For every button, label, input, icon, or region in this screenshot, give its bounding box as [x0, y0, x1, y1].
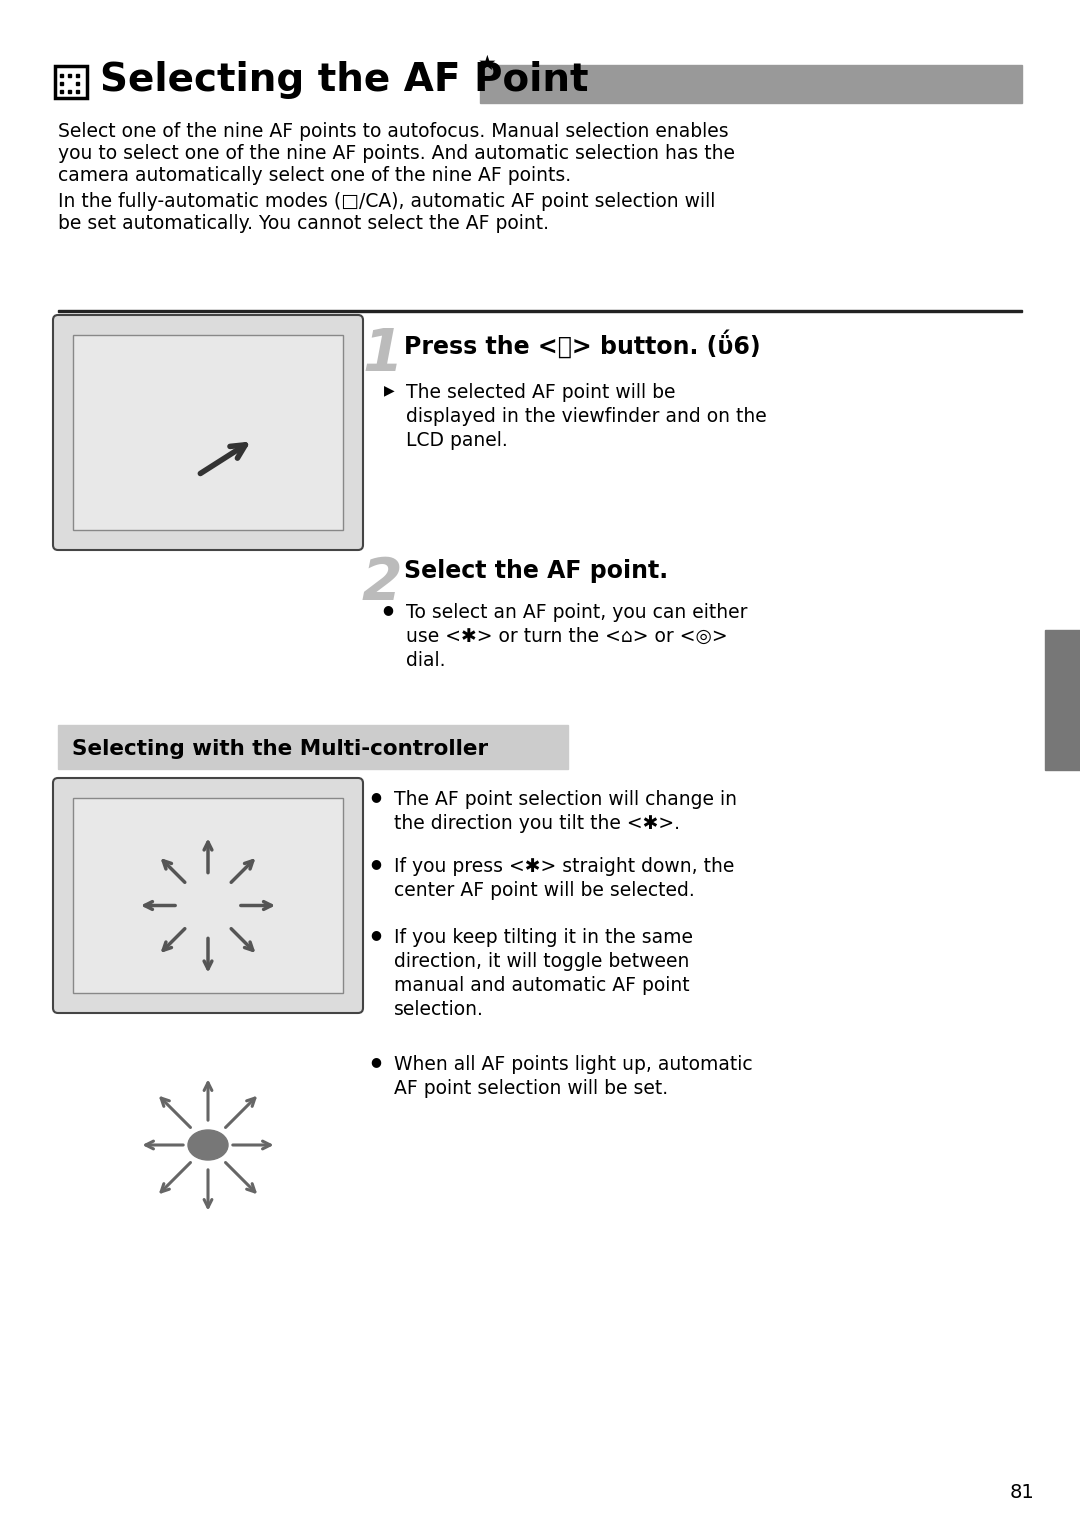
Text: manual and automatic AF point: manual and automatic AF point — [394, 976, 690, 995]
Text: use <✱> or turn the <⌂> or <◎>: use <✱> or turn the <⌂> or <◎> — [406, 627, 728, 646]
Bar — [279, 1138, 294, 1153]
Text: center AF point will be selected.: center AF point will be selected. — [394, 881, 694, 900]
Text: 81: 81 — [1010, 1483, 1035, 1503]
FancyBboxPatch shape — [53, 779, 363, 1013]
Bar — [60, 82, 63, 85]
Text: If you press <✱> straight down, the: If you press <✱> straight down, the — [394, 856, 734, 876]
Text: Selecting the AF Point: Selecting the AF Point — [100, 61, 589, 99]
Text: ★: ★ — [478, 55, 497, 75]
Text: be set automatically. You cannot select the AF point.: be set automatically. You cannot select … — [58, 214, 549, 233]
Text: 1: 1 — [362, 325, 403, 383]
Text: ●: ● — [382, 602, 393, 616]
Bar — [201, 1215, 216, 1230]
Text: Press the <⌹> button. (ΰ6): Press the <⌹> button. (ΰ6) — [404, 330, 760, 359]
Bar — [480, 65, 1022, 103]
Text: ●: ● — [370, 928, 381, 941]
Bar — [68, 75, 71, 78]
Text: Select the AF point.: Select the AF point. — [404, 560, 669, 583]
Text: camera automatically select one of the nine AF points.: camera automatically select one of the n… — [58, 166, 571, 186]
Text: selection.: selection. — [394, 999, 484, 1019]
Text: direction, it will toggle between: direction, it will toggle between — [394, 952, 689, 970]
Text: you to select one of the nine AF points. And automatic selection has the: you to select one of the nine AF points.… — [58, 144, 735, 163]
Text: Select one of the nine AF points to autofocus. Manual selection enables: Select one of the nine AF points to auto… — [58, 122, 729, 141]
Bar — [60, 75, 63, 78]
Text: AF point selection will be set.: AF point selection will be set. — [394, 1078, 669, 1098]
Bar — [58, 310, 1022, 312]
Bar — [68, 90, 71, 93]
Text: the direction you tilt the <✱>.: the direction you tilt the <✱>. — [394, 814, 680, 834]
Text: displayed in the viewfinder and on the: displayed in the viewfinder and on the — [406, 408, 767, 426]
Bar — [201, 1060, 216, 1074]
Text: The selected AF point will be: The selected AF point will be — [406, 383, 675, 402]
Bar — [143, 1080, 158, 1095]
Bar — [143, 1196, 158, 1211]
FancyBboxPatch shape — [53, 315, 363, 551]
Bar — [55, 65, 87, 97]
Bar — [76, 75, 79, 78]
Text: ▶: ▶ — [384, 383, 394, 397]
Bar — [258, 1196, 273, 1211]
Text: The AF point selection will change in: The AF point selection will change in — [394, 789, 737, 809]
Text: 2: 2 — [362, 555, 403, 611]
Text: ●: ● — [370, 856, 381, 870]
Bar — [73, 335, 343, 529]
Bar — [76, 82, 79, 85]
Text: In the fully-automatic modes (□/CA), automatic AF point selection will: In the fully-automatic modes (□/CA), aut… — [58, 192, 715, 211]
Text: Selecting with the Multi-controller: Selecting with the Multi-controller — [72, 739, 488, 759]
Text: When all AF points light up, automatic: When all AF points light up, automatic — [394, 1056, 753, 1074]
Text: If you keep tilting it in the same: If you keep tilting it in the same — [394, 928, 693, 948]
Bar — [258, 1080, 273, 1095]
Text: To select an AF point, you can either: To select an AF point, you can either — [406, 602, 747, 622]
Bar — [122, 1138, 137, 1153]
Bar — [1045, 630, 1080, 770]
Bar — [73, 799, 343, 993]
Text: ●: ● — [370, 789, 381, 803]
Ellipse shape — [188, 1130, 228, 1161]
Text: ●: ● — [370, 1056, 381, 1068]
Bar — [60, 90, 63, 93]
Text: LCD panel.: LCD panel. — [406, 430, 508, 450]
Text: dial.: dial. — [406, 651, 446, 669]
Bar — [76, 90, 79, 93]
Bar — [58, 726, 568, 770]
